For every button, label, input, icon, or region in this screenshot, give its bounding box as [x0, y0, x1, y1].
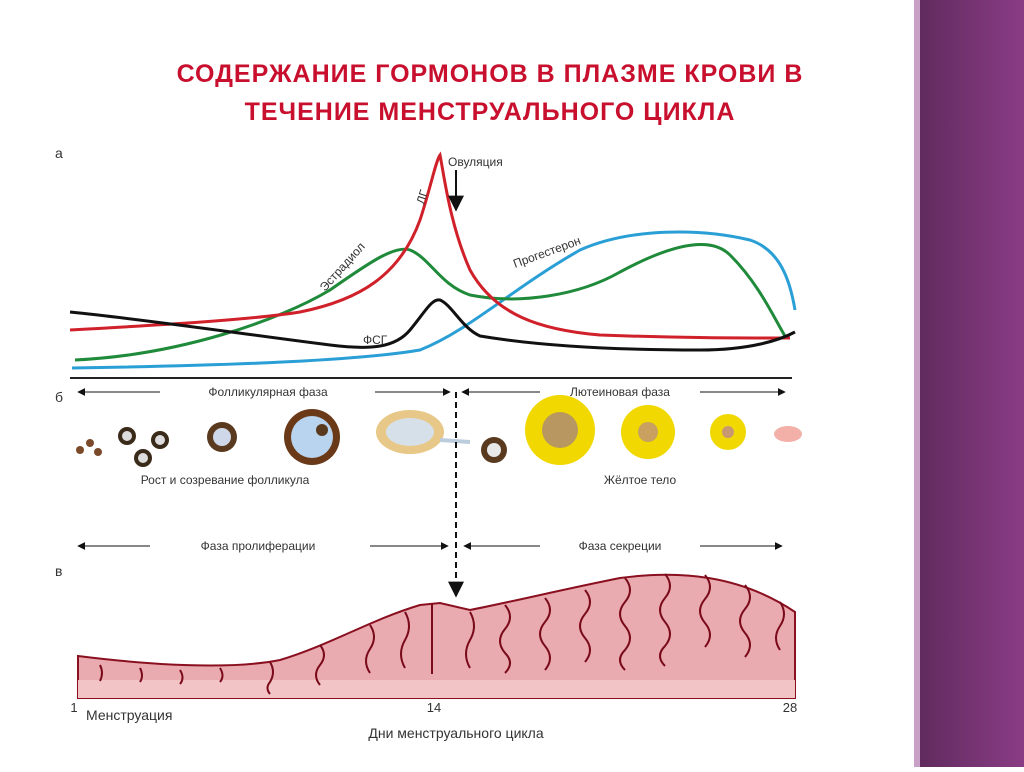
caption: Рост и созревание фолликула	[141, 473, 310, 487]
day-label: 28	[783, 700, 797, 715]
phase-label: Фолликулярная фаза	[208, 385, 328, 399]
sidebar-edge	[914, 0, 920, 767]
axis-title: Дни менструального цикла	[368, 725, 543, 741]
panel-letter: а	[55, 145, 63, 161]
curve-label: ФСГ	[363, 333, 388, 347]
menstruation-label: Менструация	[86, 707, 172, 723]
sidebar	[914, 0, 1024, 767]
caption: Жёлтое тело	[604, 473, 677, 487]
curve-label: ЛГ	[414, 187, 432, 205]
phase-label: Фаза секреции	[579, 539, 662, 553]
day-label: 1	[70, 700, 77, 715]
progesterone-curve	[71, 230, 797, 370]
follicles	[76, 395, 802, 467]
panel-letter: в	[55, 563, 62, 579]
ovulation-label: Овуляция	[448, 155, 503, 169]
panel-letter: б	[55, 389, 63, 405]
endometrium	[77, 573, 796, 699]
estradiol-curve	[74, 243, 787, 362]
phase-label: Лютеиновая фаза	[570, 385, 670, 399]
day-label: 14	[427, 700, 441, 715]
phase-label: Фаза пролиферации	[201, 539, 316, 553]
lh-curve	[69, 151, 791, 340]
title-line: СОДЕРЖАНИЕ ГОРМОНОВ В ПЛАЗМЕ КРОВИ В	[177, 60, 804, 88]
fsh-curve	[69, 298, 796, 352]
title-line: ТЕЧЕНИЕ МЕНСТРУАЛЬНОГО ЦИКЛА	[245, 98, 736, 126]
